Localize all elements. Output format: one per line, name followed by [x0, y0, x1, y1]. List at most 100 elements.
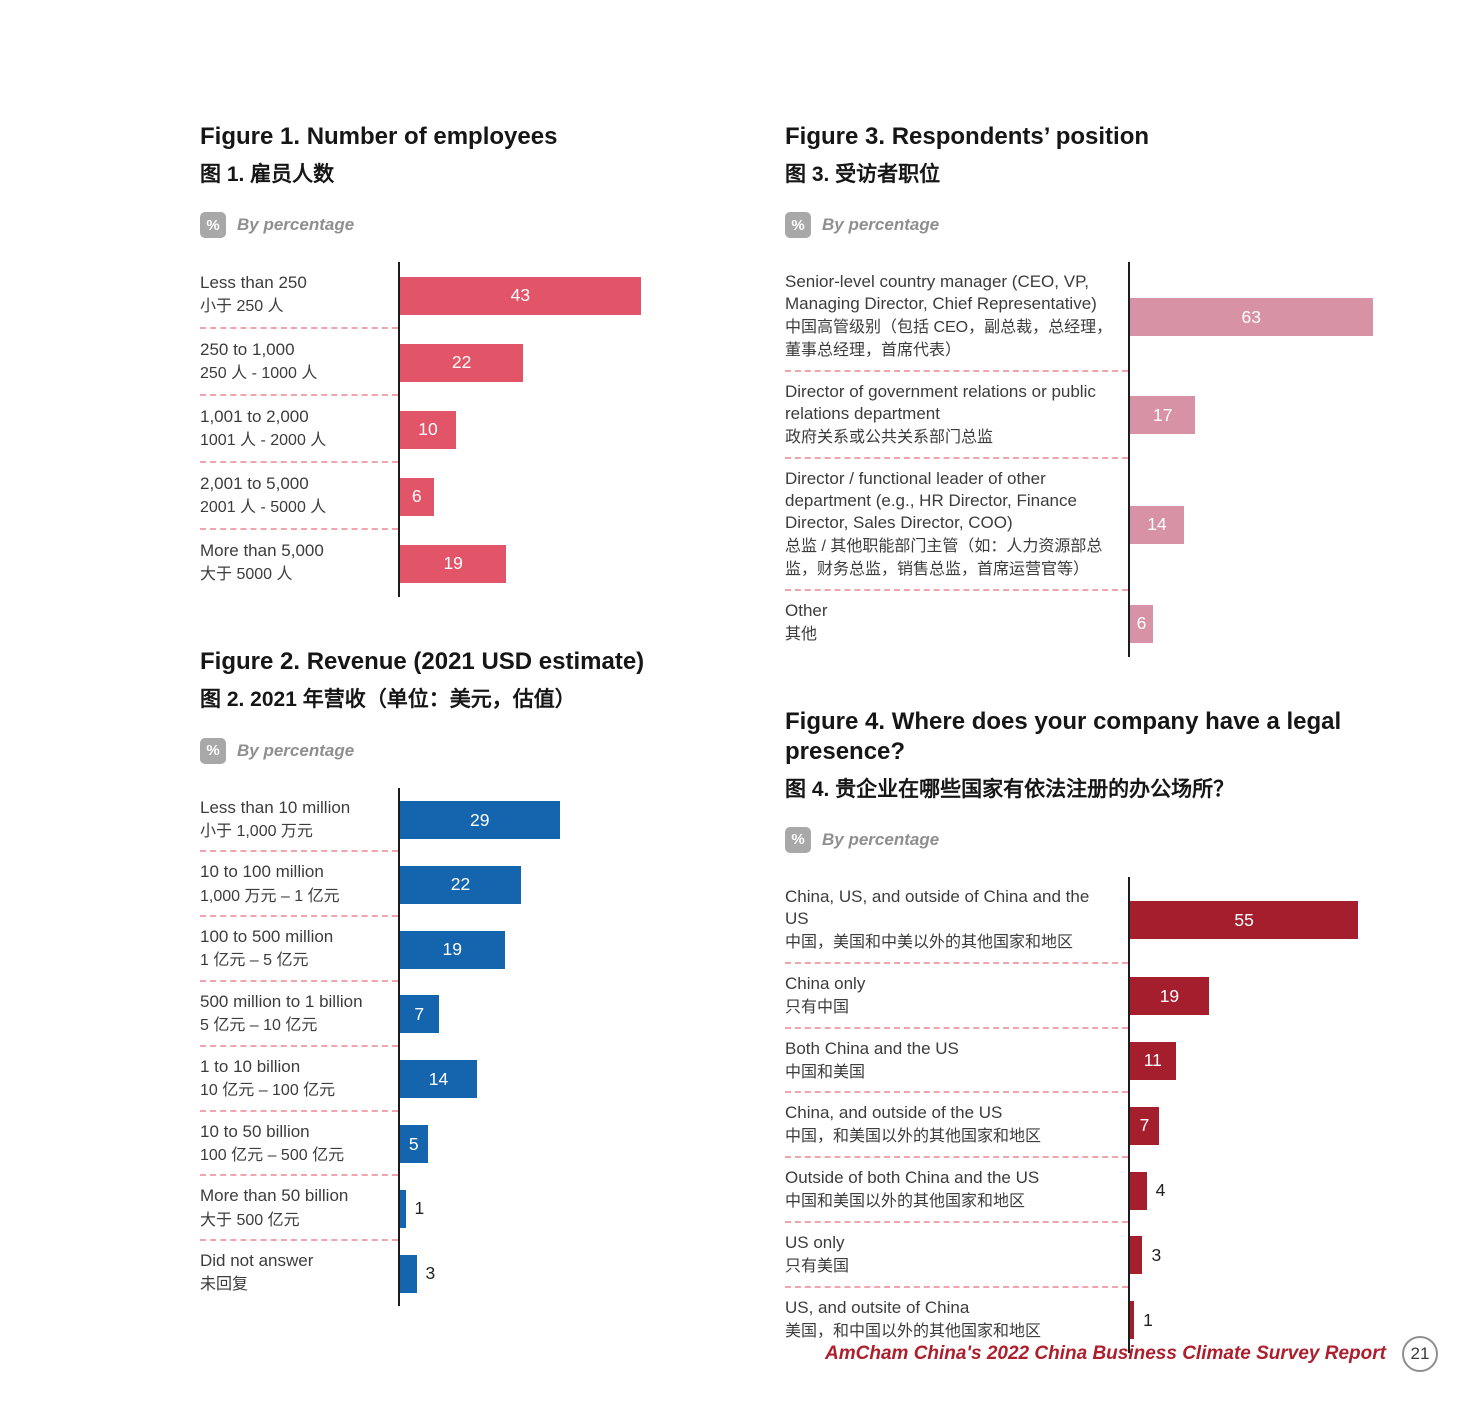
unit-label: By percentage [237, 215, 355, 235]
figure-3-chart: Figure 3. Respondents’ position 图 3. 受访者… [785, 122, 1397, 657]
category-label: 1 to 10 billion 10 亿元 – 100 亿元 [200, 1047, 398, 1112]
category-label-zh: 中国，美国和中美以外的其他国家和地区 [785, 934, 1074, 952]
bar: 14 [1130, 505, 1184, 544]
chart-title: Figure 2. Revenue (2021 USD estimate) [200, 648, 645, 676]
category-label: More than 50 billion 大于 500 亿元 [200, 1176, 398, 1241]
category-label: China only 只有中国 [785, 964, 1128, 1029]
bar [400, 1254, 417, 1293]
percent-icon: % [785, 826, 811, 853]
value-label: 1 [1143, 1309, 1153, 1330]
bar-cell: 10 [398, 396, 668, 464]
category-label-en: 2,001 to 5,000 [200, 474, 309, 494]
category-label: Outside of both China and the US 中国和美国以外的… [785, 1158, 1128, 1223]
value-label: 29 [470, 809, 490, 830]
value-label: 19 [442, 939, 462, 960]
category-label-en: US, and outsite of China [785, 1297, 970, 1317]
category-label: Senior-level country manager (CEO, VP, M… [785, 262, 1128, 372]
category-label-en: Did not answer [200, 1251, 314, 1271]
value-label: 14 [1147, 514, 1167, 535]
bar-cell: 7 [398, 982, 668, 1047]
bar-rows: Less than 10 million 小于 1,000 万元 29 10 to 1… [200, 787, 668, 1307]
category-label-zh: 其他 [785, 626, 818, 644]
page-number-badge: 21 [1402, 1336, 1438, 1372]
chart-row: 10 to 50 billion 100 亿元 – 500 亿元 5 [200, 1111, 668, 1177]
chart-row: 10 to 100 million 1,000 万元 – 1 亿元 22 [200, 852, 668, 918]
category-label-en: China, and outside of the US [785, 1103, 1003, 1123]
left-column: Figure 1. Number of employees 图 1. 雇员人数 … [200, 122, 668, 1307]
category-label-en: More than 50 billion [200, 1186, 349, 1206]
bar-cell: 22 [398, 852, 668, 918]
bar: 19 [400, 544, 507, 583]
bar [1130, 1171, 1147, 1210]
category-label: 10 to 100 million 1,000 万元 – 1 亿元 [200, 852, 398, 917]
chart-row: Senior-level country manager (CEO, VP, M… [785, 262, 1397, 372]
category-label-zh: 未回复 [200, 1276, 249, 1294]
chart-row: 500 million to 1 billion 5 亿元 – 10 亿元 7 [200, 982, 668, 1047]
category-label-zh: 政府关系或公共关系部门总监 [785, 429, 994, 447]
bar: 22 [400, 865, 521, 904]
category-label-zh: 大于 5000 人 [200, 566, 293, 584]
chart-title: Figure 4. Where does your company have a… [785, 707, 1342, 765]
bar: 10 [400, 410, 456, 449]
bar: 5 [400, 1125, 428, 1164]
value-label: 14 [428, 1068, 449, 1089]
category-label-en: 100 to 500 million [200, 927, 334, 947]
category-label-zh: 2001 人 - 5000 人 [200, 499, 327, 517]
bar [1130, 1301, 1135, 1340]
category-label: Director / functional leader of other de… [785, 459, 1128, 591]
bar: 55 [1130, 901, 1359, 940]
bar-cell: 14 [1128, 458, 1397, 591]
category-label-zh: 总监 / 其他职能部门主管（如：人力资源部总监，财务总监，销售总监，首席运营官等… [785, 538, 1103, 578]
percent-icon: % [200, 212, 226, 239]
bar: 7 [400, 995, 439, 1034]
category-label-en: US only [785, 1233, 845, 1252]
bar-cell: 1 [398, 1176, 668, 1242]
bar: 7 [1130, 1106, 1160, 1145]
category-label: Did not answer 未回复 [200, 1241, 398, 1306]
category-label-en: China only [785, 973, 866, 993]
chart-row: More than 50 billion 大于 500 亿元 1 [200, 1176, 668, 1242]
chart-title: Figure 1. Number of employees [200, 123, 558, 150]
bar-cell: 17 [1128, 371, 1397, 459]
chart-row: US, and outsite of China 美国，和中国以外的其他国家和地区… [785, 1287, 1397, 1353]
bar-cell: 7 [1128, 1093, 1397, 1159]
percent-icon: % [200, 737, 226, 764]
value-label: 17 [1152, 404, 1173, 425]
category-label-zh: 小于 250 人 [200, 298, 284, 316]
value-label: 1 [414, 1198, 425, 1219]
bar: 17 [1130, 396, 1196, 435]
category-label-en: 250 to 1,000 [200, 340, 295, 360]
value-label: 6 [1136, 613, 1147, 634]
value-label: 63 [1241, 306, 1261, 327]
bar: 19 [1130, 977, 1209, 1016]
chart-row: Other 其他 6 [785, 590, 1397, 657]
chart-row: 250 to 1,000 250 人 - 1000 人 22 [200, 329, 668, 397]
category-label: China, and outside of the US 中国，和美国以外的其他国… [785, 1093, 1128, 1158]
category-label-en: Director / functional leader of other de… [785, 468, 1077, 533]
category-label-zh: 只有美国 [785, 1258, 850, 1276]
right-column: Figure 3. Respondents’ position 图 3. 受访者… [785, 122, 1397, 1353]
bar-rows: China, US, and outside of China and the … [785, 876, 1397, 1353]
category-label: 250 to 1,000 250 人 - 1000 人 [200, 329, 398, 396]
bar: 63 [1130, 298, 1373, 337]
chart-row: Director of government relations or publ… [785, 371, 1397, 459]
category-label-en: China, US, and outside of China and the … [785, 886, 1090, 928]
chart-row: China, US, and outside of China and the … [785, 876, 1397, 964]
percent-icon: % [785, 212, 811, 239]
unit-row: % By percentage [200, 212, 668, 239]
category-label-zh: 中国，和美国以外的其他国家和地区 [785, 1128, 1042, 1146]
category-label: US, and outsite of China 美国，和中国以外的其他国家和地区 [785, 1288, 1128, 1353]
bar [1130, 1236, 1143, 1275]
bar: 43 [400, 276, 641, 315]
bar-cell: 11 [1128, 1028, 1397, 1094]
category-label: More than 5,000 大于 5000 人 [200, 530, 398, 597]
chart-row: China, and outside of the US 中国，和美国以外的其他国… [785, 1093, 1397, 1159]
value-label: 4 [1155, 1180, 1166, 1201]
category-label: Other 其他 [785, 591, 1128, 657]
bar-cell: 6 [1128, 590, 1397, 657]
value-label: 22 [450, 874, 471, 895]
unit-row: % By percentage [200, 737, 668, 764]
chart-row: Less than 10 million 小于 1,000 万元 29 [200, 787, 668, 853]
unit-label: By percentage [822, 829, 940, 849]
